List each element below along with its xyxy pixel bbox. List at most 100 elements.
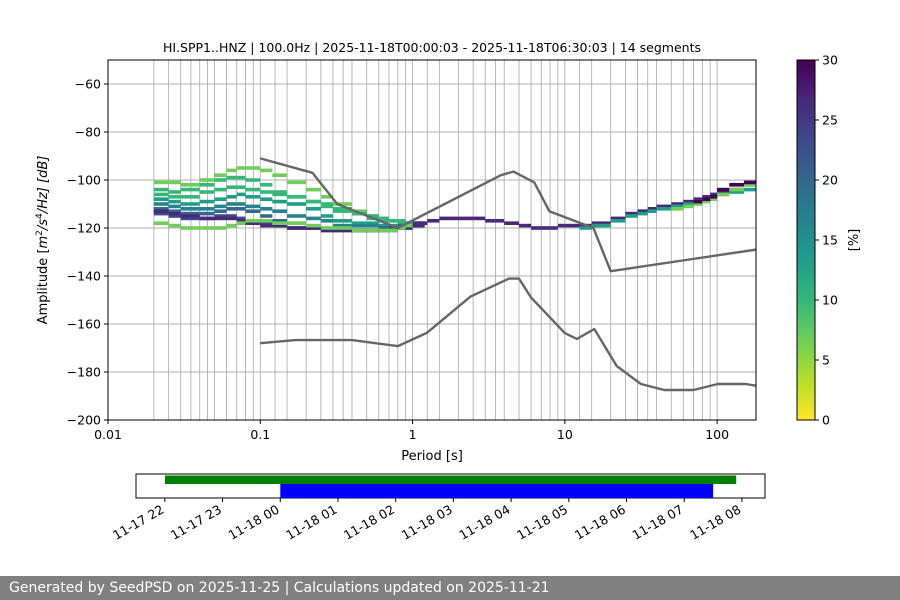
density-cell: [710, 192, 718, 197]
density-cell: [287, 214, 307, 218]
density-cell: [245, 209, 261, 213]
density-cell: [591, 223, 611, 228]
density-cell: [236, 202, 246, 206]
density-cell: [260, 223, 273, 228]
density-cell: [199, 211, 215, 216]
density-cell: [287, 221, 307, 225]
density-cell: [153, 180, 169, 185]
density-cell: [610, 219, 626, 223]
plot-frame: [107, 59, 757, 421]
timeline-tick-label: 11-18 00: [226, 502, 282, 543]
density-cell: [168, 204, 181, 209]
density-cell: [236, 221, 246, 225]
y-tick-label: −180: [67, 365, 101, 380]
density-cell: [287, 226, 307, 230]
density-cell: [541, 226, 551, 230]
noise-model-upper: [259, 157, 756, 273]
density-cell: [743, 183, 756, 187]
timeline-bars: [164, 475, 737, 498]
density-cell: [729, 190, 744, 194]
timeline-tick-label: 11-17 22: [110, 502, 166, 543]
density-cell: [366, 214, 379, 218]
density-cell: [427, 219, 440, 223]
footer-bar: Generated by SeedPSD on 2025-11-25 | Cal…: [0, 576, 900, 600]
density-cell: [378, 228, 389, 233]
density-cell: [306, 207, 321, 211]
density-cell: [389, 219, 398, 223]
density-cell: [693, 199, 703, 204]
colorbar-tick-label: 0: [822, 413, 830, 428]
density-cell: [180, 226, 200, 230]
density-cell: [180, 202, 200, 206]
density-cell: [717, 192, 730, 197]
timeline-tick-label: 11-17 23: [168, 502, 224, 543]
density-cell: [180, 214, 200, 218]
density-cell: [637, 211, 648, 216]
timeline-tick-label: 11-18 06: [572, 502, 628, 543]
psd-plot: HI.SPP1..HNZ | 100.0Hz | 2025-11-18T00:0…: [35, 40, 757, 464]
timeline-tick-label: 11-18 03: [399, 502, 455, 543]
density-cell: [378, 226, 389, 230]
density-cell: [153, 207, 169, 211]
density-cell: [306, 199, 321, 204]
density-cell: [519, 223, 532, 228]
density-cell: [226, 223, 237, 228]
density-cell: [320, 195, 333, 199]
density-cell: [710, 197, 718, 201]
density-cell: [168, 223, 181, 228]
colorbar-tick-label: 15: [822, 233, 838, 248]
density-cell: [153, 202, 169, 206]
grid-lines: [108, 60, 756, 420]
y-tick-label: −200: [67, 413, 101, 428]
density-cell: [199, 199, 215, 204]
density-cell: [245, 166, 261, 170]
density-cell: [260, 219, 273, 223]
colorbar-ticks: 0 5 10 15 20 25 30: [815, 53, 838, 428]
density-cell: [287, 202, 307, 206]
density-cell: [168, 180, 181, 185]
density-cell: [226, 195, 237, 199]
density-cell: [671, 207, 684, 211]
density-cell: [272, 190, 288, 194]
density-cell: [683, 202, 694, 206]
density-cell: [389, 226, 398, 230]
density-cell: [389, 228, 398, 233]
density-cell: [495, 219, 505, 223]
density-cell: [729, 187, 744, 192]
density-cell: [236, 219, 246, 223]
density-cell: [405, 226, 413, 230]
density-cell: [168, 190, 181, 194]
figure: HI.SPP1..HNZ | 100.0Hz | 2025-11-18T00:0…: [35, 40, 862, 543]
density-cell: [671, 204, 684, 209]
density-cell: [332, 223, 352, 228]
y-axis-label: Amplitude [m2/s4/Hz] [dB]: [35, 156, 51, 325]
density-cell: [366, 221, 379, 225]
timeline-tick-label: 11-18 02: [341, 502, 397, 543]
timeline-tick-label: 11-18 08: [687, 502, 743, 543]
density-cell: [272, 192, 288, 197]
density-cell: [332, 219, 352, 223]
density-cell: [168, 214, 181, 218]
timeline-bar-used-segments: [280, 484, 714, 498]
density-cell: [168, 199, 181, 204]
density-cell: [656, 207, 672, 211]
density-cell: [214, 204, 227, 209]
density-cell: [405, 223, 413, 228]
density-cell: [226, 202, 237, 206]
density-cell: [153, 187, 169, 192]
density-cell: [473, 216, 486, 221]
density-cell: [168, 209, 181, 213]
density-cell: [260, 207, 273, 211]
density-cell: [579, 226, 592, 230]
footer-text: Generated by SeedPSD on 2025-11-25 | Cal…: [9, 580, 550, 596]
density-cell: [226, 168, 237, 173]
density-cell: [320, 226, 333, 230]
timeline-ticks: 11-17 22 11-17 23 11-18 00 11-18 01 11-18 02…: [110, 498, 743, 543]
density-cell: [564, 223, 580, 228]
density-cell: [226, 175, 237, 180]
density-cell: [485, 219, 496, 223]
y-axis-ticks: −60 −80 −100 −120 −140 −160 −180 −200: [67, 77, 108, 428]
density-cell: [332, 228, 352, 233]
density-cell: [226, 207, 237, 211]
density-cell: [180, 195, 200, 199]
